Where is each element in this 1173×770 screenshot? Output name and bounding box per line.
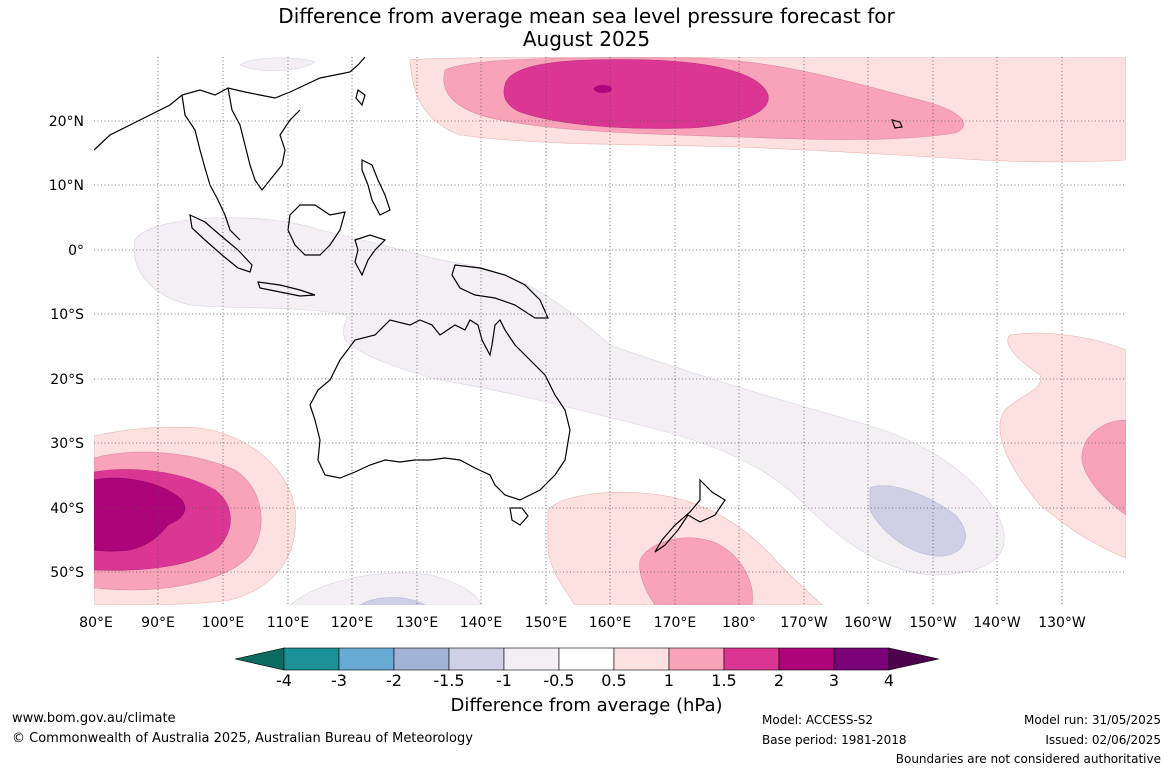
longitude-labels: 80°E 90°E 100°E 110°E 120°E 130°E 140°E … xyxy=(79,615,1086,631)
colorbar-label: 3 xyxy=(828,671,840,690)
lon-label: 150°E xyxy=(525,615,568,631)
lat-label: 50°S xyxy=(50,565,84,581)
lon-label: 90°E xyxy=(141,615,175,631)
coast-new-zealand xyxy=(654,478,726,553)
model-run-text: Model run: 31/05/2025 xyxy=(1023,713,1161,727)
lon-label: 140°E xyxy=(460,615,503,631)
contour-north-pacific-1.5 xyxy=(503,59,769,129)
copyright-text: © Commonwealth of Australia 2025, Austra… xyxy=(12,731,473,746)
coast-tasmania xyxy=(509,507,529,526)
coastlines xyxy=(94,57,903,553)
lon-label: 180° xyxy=(722,615,756,631)
lat-label: 40°S xyxy=(50,501,84,517)
coast-java xyxy=(257,281,316,297)
colorbar-swatch xyxy=(668,647,725,671)
lat-label: 10°N xyxy=(49,178,84,194)
lon-label: 160°E xyxy=(589,615,632,631)
coast-australia xyxy=(309,318,571,501)
colorbar-swatch xyxy=(613,647,670,671)
contour-indian-2 xyxy=(94,477,186,552)
coast-new-guinea xyxy=(451,264,549,319)
latitude-labels: 20°N 10°N 0° 10°S 20°S 30°S 40°S 50°S xyxy=(49,114,84,581)
model-text: Model: ACCESS-S2 xyxy=(762,713,874,727)
lat-label: 20°N xyxy=(49,114,84,130)
lon-label: 110°E xyxy=(267,615,310,631)
graticule xyxy=(94,57,1126,605)
contour-asia-minus0.5 xyxy=(239,57,316,72)
colorbar-label: -0.5 xyxy=(543,671,575,690)
map-title-line-2: August 2025 xyxy=(522,27,651,51)
coast-taiwan xyxy=(355,88,366,107)
colorbar-label: 0.5 xyxy=(601,671,627,690)
coast-sumatra xyxy=(189,213,253,273)
issued-text: Issued: 02/06/2025 xyxy=(1045,733,1161,747)
lon-label: 160°W xyxy=(844,615,892,631)
website-link[interactable]: www.bom.gov.au/climate xyxy=(12,711,176,726)
colorbar-extend-max xyxy=(888,647,940,671)
colorbar-label: -1.5 xyxy=(433,671,465,690)
map-title-line-1: Difference from average mean sea level p… xyxy=(278,4,895,28)
colorbar xyxy=(234,647,940,671)
coast-hawaii xyxy=(891,119,903,129)
colorbar-label: -3 xyxy=(331,671,347,690)
contour-east-pacific-0.5 xyxy=(999,332,1126,559)
lat-label: 20°S xyxy=(50,372,84,388)
base-period-text: Base period: 1981-2018 xyxy=(762,733,907,747)
colorbar-label: -2 xyxy=(386,671,402,690)
contour-north-pacific-2 xyxy=(594,85,612,93)
colorbar-label: -1 xyxy=(496,671,512,690)
lon-label: 150°W xyxy=(909,615,957,631)
coast-borneo xyxy=(287,204,346,256)
colorbar-label: 1.5 xyxy=(711,671,737,690)
colorbar-swatch xyxy=(778,647,835,671)
colorbar-label: 4 xyxy=(883,671,895,690)
lon-label: 130°E xyxy=(396,615,439,631)
colorbar-swatch xyxy=(448,647,505,671)
colorbar-swatch xyxy=(503,647,560,671)
colorbar-swatch xyxy=(723,647,780,671)
lon-label: 170°W xyxy=(780,615,828,631)
contour-pacific-minus1 xyxy=(869,485,966,557)
colorbar-title: Difference from average (hPa) xyxy=(450,695,723,716)
contour-south-minus0.5 xyxy=(289,572,483,605)
lon-label: 120°E xyxy=(331,615,374,631)
lon-label: 80°E xyxy=(79,615,113,631)
contour-south-minus1-small xyxy=(359,597,426,605)
lat-label: 10°S xyxy=(50,307,84,323)
lat-label: 30°S xyxy=(50,436,84,452)
lat-label: 0° xyxy=(68,243,84,259)
lon-label: 140°W xyxy=(973,615,1021,631)
lon-label: 170°E xyxy=(654,615,697,631)
colorbar-label: -4 xyxy=(276,671,292,690)
colorbar-swatch xyxy=(338,647,395,671)
colorbar-swatch xyxy=(833,647,890,671)
coast-asia-mainland xyxy=(94,57,366,241)
colorbar-label: 2 xyxy=(773,671,785,690)
coast-sulawesi xyxy=(354,234,387,277)
colorbar-swatch xyxy=(283,647,340,671)
contour-east-pacific-1 xyxy=(1081,419,1126,516)
colorbar-swatch xyxy=(558,647,615,671)
contour-equatorial-minus0.5 xyxy=(133,217,1005,576)
colorbar-swatch xyxy=(393,647,450,671)
coast-philippines xyxy=(361,159,391,216)
colorbar-extend-min xyxy=(234,647,285,671)
anomaly-contours xyxy=(94,57,1126,605)
lon-label: 100°E xyxy=(202,615,245,631)
disclaimer-text: Boundaries are not considered authoritat… xyxy=(895,752,1161,766)
lon-label: 130°W xyxy=(1038,615,1086,631)
colorbar-label: 1 xyxy=(663,671,675,690)
